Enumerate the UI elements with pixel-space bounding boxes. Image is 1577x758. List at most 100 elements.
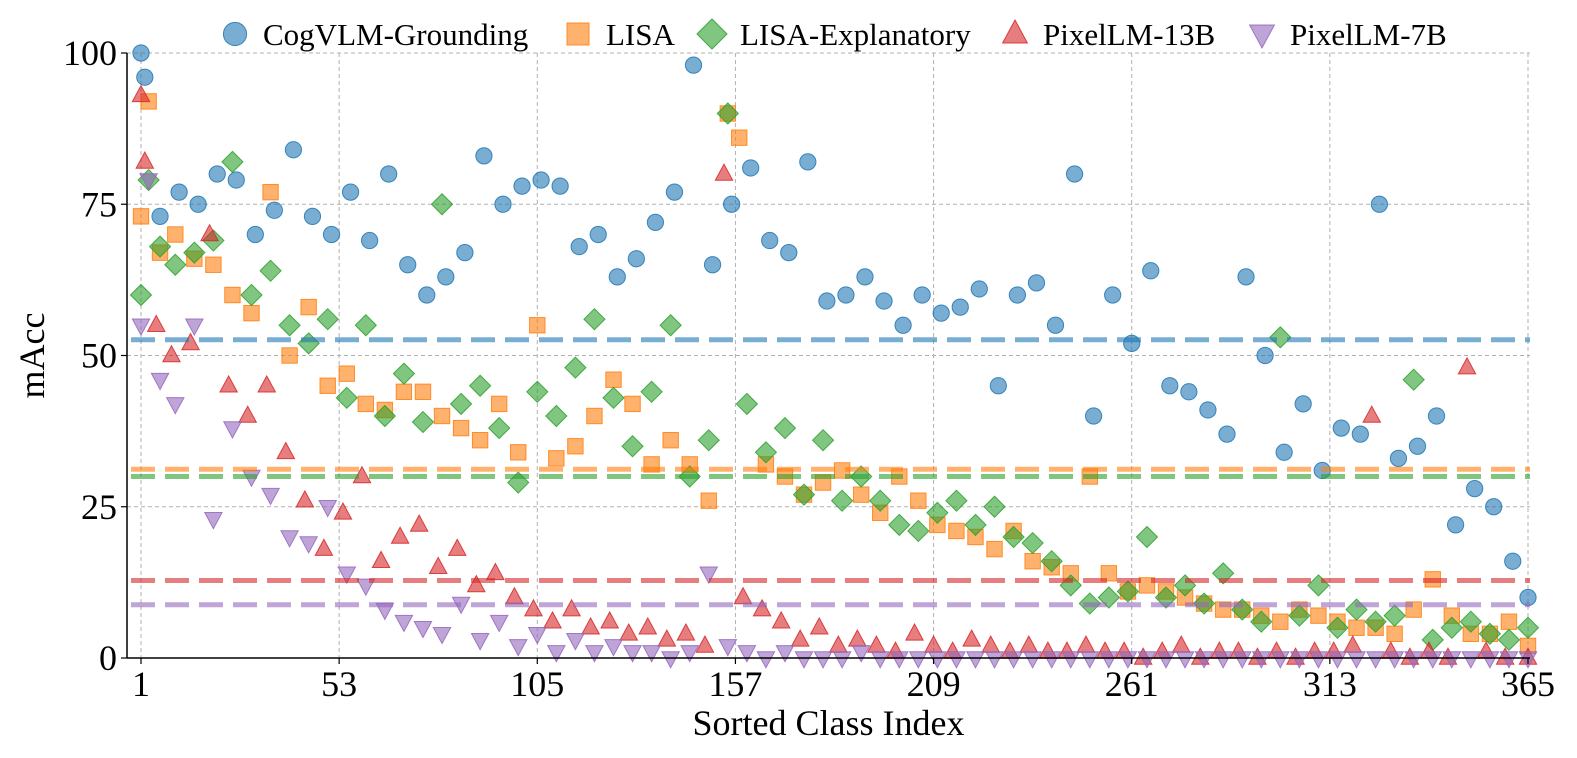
point-lisa-explanatory <box>278 314 301 337</box>
point-pixellm-13b <box>905 622 925 641</box>
point-cogvlm-grounding <box>589 225 607 244</box>
point-pixellm-7b <box>680 645 700 663</box>
point-pixellm-7b <box>985 651 1005 669</box>
point-pixellm-13b <box>752 598 772 617</box>
point-pixellm-7b <box>184 318 204 337</box>
point-lisa-explanatory <box>964 513 987 537</box>
point-cogvlm-grounding <box>456 244 474 262</box>
point-pixellm-13b <box>695 635 715 653</box>
point-pixellm-7b <box>318 499 338 518</box>
point-pixellm-7b <box>1251 651 1271 669</box>
point-lisa-explanatory <box>1326 616 1349 639</box>
legend-label-pixellm-7b: PixelLM-7B <box>1290 17 1447 52</box>
point-pixellm-7b <box>775 645 795 663</box>
point-lisa <box>586 407 603 425</box>
point-cogvlm-grounding <box>227 171 245 189</box>
x-tick-label: 313 <box>1303 664 1357 704</box>
point-cogvlm-grounding <box>265 201 283 219</box>
point-lisa-explanatory <box>983 495 1006 518</box>
point-lisa <box>662 432 679 449</box>
legend-marker-lisa-explanatory <box>696 18 728 50</box>
point-lisa-explanatory <box>297 332 320 355</box>
point-pixellm-13b <box>219 374 239 393</box>
point-cogvlm-grounding <box>894 316 912 334</box>
point-cogvlm-grounding <box>627 250 645 268</box>
point-lisa <box>852 486 870 503</box>
point-lisa-explanatory <box>1040 549 1063 573</box>
point-cogvlm-grounding <box>132 44 150 62</box>
point-lisa-explanatory <box>888 513 911 537</box>
point-cogvlm-grounding <box>1256 346 1274 365</box>
point-cogvlm-grounding <box>875 292 893 310</box>
point-lisa <box>624 395 641 413</box>
point-lisa-explanatory <box>240 283 263 307</box>
legend-label-pixellm-13b: PixelLM-13B <box>1043 17 1215 52</box>
point-cogvlm-grounding <box>989 377 1007 395</box>
point-lisa <box>548 450 565 467</box>
point-lisa <box>1100 565 1118 582</box>
point-lisa-explanatory <box>164 253 187 276</box>
point-cogvlm-grounding <box>1351 425 1369 443</box>
point-cogvlm-grounding <box>246 225 264 244</box>
point-lisa <box>167 226 184 243</box>
point-lisa <box>1024 553 1041 570</box>
point-pixellm-7b <box>603 639 624 657</box>
point-pixellm-13b <box>1362 405 1382 423</box>
point-pixellm-7b <box>1099 651 1119 669</box>
point-pixellm-7b <box>1270 651 1290 669</box>
point-lisa-explanatory <box>1269 326 1292 349</box>
point-pixellm-13b <box>714 163 734 181</box>
point-pixellm-7b <box>508 639 528 657</box>
point-cogvlm-grounding <box>1332 419 1350 437</box>
point-pixellm-13b <box>161 344 182 363</box>
point-pixellm-13b <box>428 556 448 575</box>
point-pixellm-7b <box>565 633 585 651</box>
point-cogvlm-grounding <box>646 213 665 232</box>
point-cogvlm-grounding <box>856 268 874 286</box>
point-lisa-explanatory <box>716 102 740 125</box>
point-lisa-explanatory <box>907 519 930 543</box>
point-pixellm-13b <box>257 374 277 393</box>
point-lisa-explanatory <box>773 416 797 440</box>
point-cogvlm-grounding <box>1370 195 1389 213</box>
point-cogvlm-grounding <box>1065 165 1084 183</box>
point-pixellm-13b <box>485 562 505 581</box>
point-pixellm-7b <box>1156 651 1176 669</box>
x-tick-label: 261 <box>1105 664 1159 704</box>
point-cogvlm-grounding <box>570 237 588 256</box>
point-lisa-explanatory <box>640 380 663 404</box>
point-lisa-explanatory <box>129 283 153 307</box>
point-lisa <box>395 383 413 401</box>
point-lisa <box>605 371 622 388</box>
point-lisa <box>700 492 717 509</box>
point-lisa <box>319 377 336 394</box>
point-cogvlm-grounding <box>399 256 417 274</box>
point-lisa-explanatory <box>1307 574 1330 597</box>
point-pixellm-13b <box>409 514 429 532</box>
x-tick-label: 105 <box>510 664 564 704</box>
point-cogvlm-grounding <box>1408 437 1427 455</box>
point-pixellm-7b <box>1442 651 1462 669</box>
point-lisa <box>1500 613 1518 630</box>
point-pixellm-7b <box>150 372 170 391</box>
point-lisa-explanatory <box>1364 610 1387 633</box>
point-cogvlm-grounding <box>780 244 798 262</box>
point-pixellm-7b <box>139 173 159 191</box>
point-lisa-explanatory <box>1421 628 1444 652</box>
point-pixellm-7b <box>851 645 871 663</box>
point-cogvlm-grounding <box>1237 268 1255 286</box>
point-cogvlm-grounding <box>1446 516 1465 534</box>
point-pixellm-13b <box>676 622 696 641</box>
point-lisa <box>510 444 527 461</box>
point-lisa <box>1386 625 1403 642</box>
point-pixellm-13b <box>295 489 315 508</box>
point-lisa-explanatory <box>1345 598 1368 621</box>
point-pixellm-7b <box>299 536 319 554</box>
point-cogvlm-grounding <box>1466 479 1484 498</box>
point-lisa <box>471 432 489 449</box>
point-pixellm-13b <box>828 635 848 653</box>
point-lisa-explanatory <box>373 404 397 428</box>
point-pixellm-13b <box>238 405 258 423</box>
point-lisa-explanatory <box>335 386 358 410</box>
